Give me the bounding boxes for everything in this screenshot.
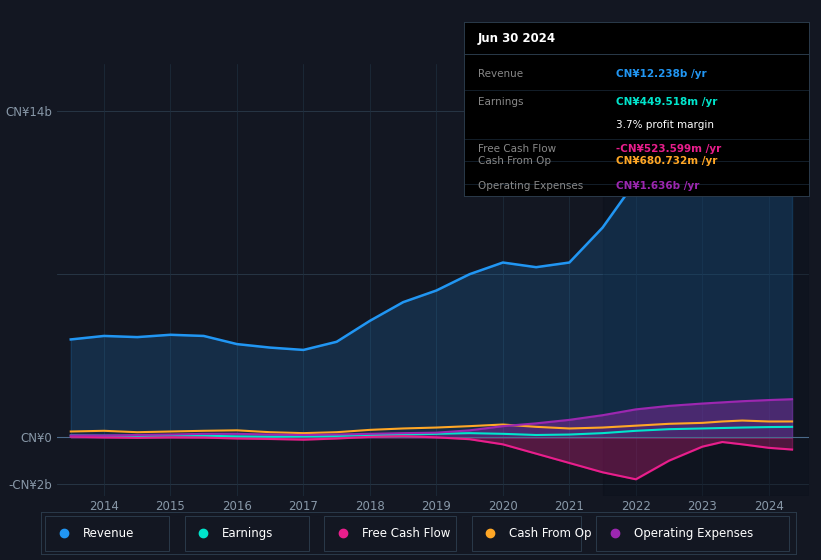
Text: 3.7% profit margin: 3.7% profit margin <box>616 120 713 130</box>
Text: Operating Expenses: Operating Expenses <box>634 527 753 540</box>
Text: CN¥12.238b /yr: CN¥12.238b /yr <box>616 69 706 80</box>
Text: Free Cash Flow: Free Cash Flow <box>362 527 451 540</box>
Bar <box>471 516 581 551</box>
Bar <box>45 516 169 551</box>
Text: Cash From Op: Cash From Op <box>509 527 592 540</box>
Bar <box>324 516 456 551</box>
Text: CN¥1.636b /yr: CN¥1.636b /yr <box>616 180 699 190</box>
Text: Revenue: Revenue <box>83 527 134 540</box>
Text: Jun 30 2024: Jun 30 2024 <box>478 31 556 45</box>
Text: Free Cash Flow: Free Cash Flow <box>478 144 556 154</box>
Text: Operating Expenses: Operating Expenses <box>478 180 583 190</box>
Text: Cash From Op: Cash From Op <box>478 156 551 166</box>
Text: Revenue: Revenue <box>478 69 523 80</box>
Text: CN¥449.518m /yr: CN¥449.518m /yr <box>616 97 717 108</box>
Text: Earnings: Earnings <box>222 527 273 540</box>
Bar <box>185 516 310 551</box>
Text: CN¥680.732m /yr: CN¥680.732m /yr <box>616 156 717 166</box>
Text: -CN¥523.599m /yr: -CN¥523.599m /yr <box>616 144 721 154</box>
Bar <box>596 516 789 551</box>
Bar <box>603 64 809 496</box>
Text: Earnings: Earnings <box>478 97 523 108</box>
